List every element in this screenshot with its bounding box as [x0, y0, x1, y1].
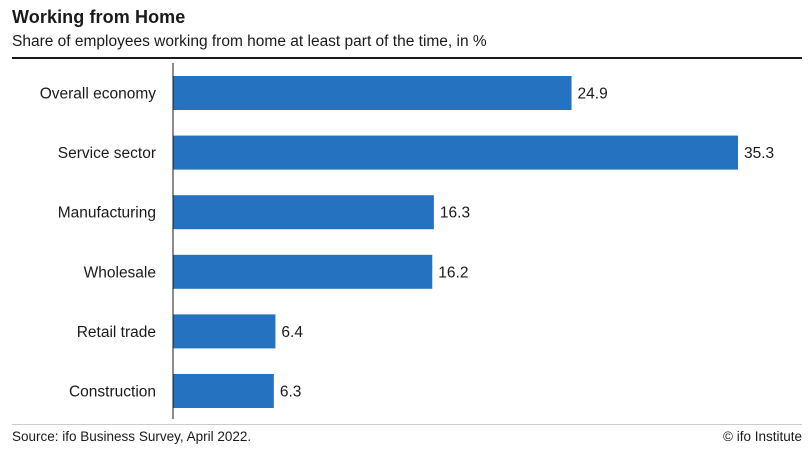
category-label-1: Service sector	[58, 145, 156, 162]
value-label-5: 6.3	[280, 384, 302, 401]
bars-layer: Overall economy 24.9 Service sector 35.3 Man…	[40, 76, 774, 408]
bar-4	[173, 314, 276, 349]
footer-rule	[12, 424, 802, 425]
value-label-2: 16.3	[440, 205, 470, 222]
category-label-0: Overall economy	[40, 86, 157, 103]
source-note: Source: ifo Business Survey, April 2022.	[12, 429, 252, 444]
title-rule	[12, 57, 802, 59]
value-label-1: 35.3	[744, 145, 774, 162]
bar-2	[173, 195, 434, 230]
copyright-note: © ifo Institute	[723, 429, 802, 444]
chart-subtitle: Share of employees working from home at …	[12, 33, 487, 50]
category-label-3: Wholesale	[84, 264, 156, 281]
bar-3	[173, 254, 433, 289]
value-label-4: 6.4	[281, 324, 303, 341]
bar-1	[173, 135, 738, 170]
bar-5	[173, 374, 274, 408]
chart-title: Working from Home	[12, 7, 186, 27]
bar-0	[173, 76, 572, 110]
category-label-5: Construction	[69, 384, 156, 401]
category-label-2: Manufacturing	[58, 205, 156, 222]
value-label-0: 24.9	[578, 86, 608, 103]
category-label-4: Retail trade	[77, 324, 156, 341]
value-label-3: 16.2	[438, 264, 468, 281]
